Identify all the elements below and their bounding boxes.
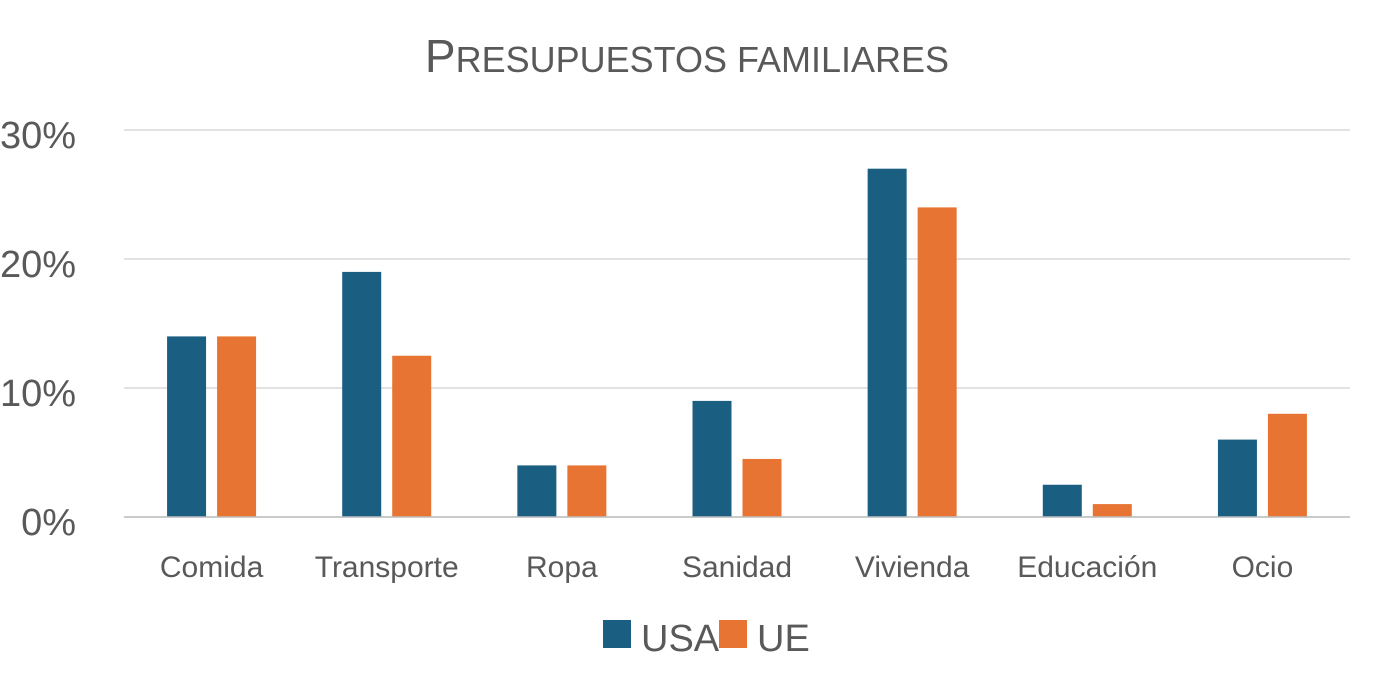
bar-usa-sanidad — [692, 400, 732, 517]
x-tick-label: Comida — [160, 551, 264, 584]
x-tick-label: Sanidad — [682, 551, 792, 584]
bar-usa-comida — [167, 336, 207, 517]
bar-ue-sanidad — [742, 458, 782, 517]
legend-label-ue: UE — [757, 618, 810, 660]
bar-ue-transporte — [392, 355, 432, 517]
legend-label-usa: USA — [641, 618, 720, 660]
y-tick-label: 10% — [0, 373, 76, 415]
x-tick-label: Ocio — [1232, 551, 1294, 584]
y-axis: 0% 10% 20% 30% — [0, 115, 76, 544]
bar-usa-educación — [1042, 484, 1082, 517]
x-axis: Comida Transporte Ropa Sanidad Vivienda Educa… — [124, 516, 1350, 584]
bar-ue-educación — [1092, 504, 1132, 517]
x-tick-label: Educación — [1017, 551, 1157, 584]
bar-ue-ropa — [567, 465, 607, 517]
legend-swatch-usa — [603, 620, 631, 648]
bar-usa-transporte — [342, 271, 382, 517]
y-tick-label: 20% — [0, 244, 76, 286]
plot-area — [167, 168, 1307, 517]
x-tick-label: Vivienda — [855, 551, 970, 584]
bar-usa-ocio — [1217, 439, 1257, 517]
bar-usa-vivienda — [867, 168, 907, 517]
x-tick-label: Transporte — [315, 551, 459, 584]
legend: USA UE — [603, 618, 810, 660]
legend-swatch-ue — [719, 620, 747, 648]
bar-ue-ocio — [1267, 413, 1307, 517]
bar-ue-comida — [217, 336, 257, 517]
y-tick-label: 30% — [0, 115, 76, 157]
x-tick-label: Ropa — [526, 551, 598, 584]
gridlines — [124, 129, 1350, 518]
chart-title: PRESUPUESTOS FAMILIARES — [425, 30, 949, 82]
y-tick-label: 0% — [21, 502, 76, 544]
bar-ue-vivienda — [917, 207, 957, 517]
bar-usa-ropa — [517, 465, 557, 517]
